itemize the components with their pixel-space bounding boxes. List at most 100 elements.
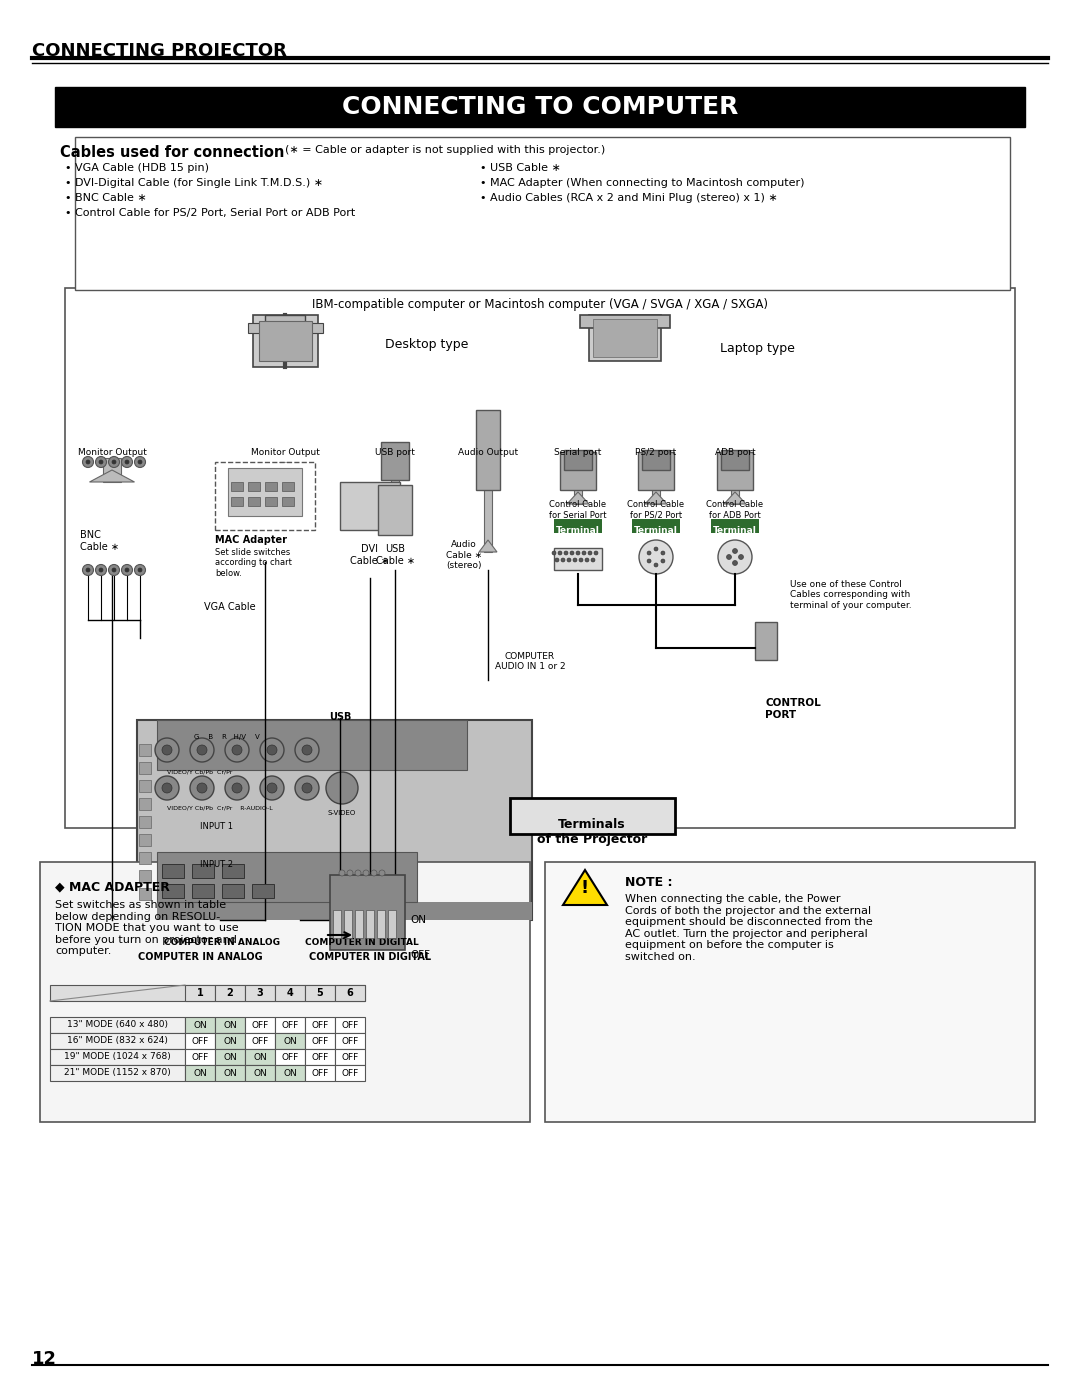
Bar [282,482,294,490]
Text: OFF: OFF [311,1020,328,1030]
Bar [545,862,1035,1122]
Circle shape [347,870,353,876]
Bar [157,719,467,770]
Text: OFF: OFF [282,1020,299,1030]
Bar [340,482,400,529]
Text: • BNC Cable ∗: • BNC Cable ∗ [65,193,147,203]
Bar [330,875,405,950]
Bar [222,884,244,898]
Circle shape [555,557,559,562]
Text: ◆ MAC ADAPTER: ◆ MAC ADAPTER [55,880,170,893]
Text: Audio Output: Audio Output [458,448,518,457]
Circle shape [135,564,146,576]
Circle shape [99,460,103,464]
Text: PS/2 port: PS/2 port [635,448,677,457]
Circle shape [156,738,179,761]
Circle shape [661,550,665,555]
Polygon shape [271,492,299,504]
Bar [253,314,318,367]
Circle shape [112,569,116,571]
Bar [305,1017,335,1032]
Polygon shape [384,520,406,532]
Text: Monitor Output: Monitor Output [251,448,320,457]
Bar [215,462,315,529]
Circle shape [82,564,94,576]
Bar [185,1065,215,1081]
Text: USB
Cable ∗: USB Cable ∗ [376,545,415,566]
Text: OFF: OFF [311,1069,328,1077]
Text: CONNECTING TO COMPUTER: CONNECTING TO COMPUTER [341,95,739,119]
Text: 16" MODE (832 x 624): 16" MODE (832 x 624) [67,1037,167,1045]
Circle shape [558,550,562,555]
Bar [245,1049,275,1065]
Circle shape [190,775,214,800]
Bar [275,985,305,1002]
Circle shape [162,782,172,793]
Bar [573,462,582,504]
Bar [245,1017,275,1032]
Text: • Audio Cables (RCA x 2 and Mini Plug (stereo) x 1) ∗: • Audio Cables (RCA x 2 and Mini Plug (s… [480,193,778,203]
Text: ADB port: ADB port [715,448,755,457]
Bar [275,1049,305,1065]
Text: Serial port: Serial port [554,448,602,457]
Bar [381,441,409,481]
Circle shape [639,541,673,574]
Bar [333,909,341,937]
Bar [561,453,596,490]
Bar [580,314,670,328]
Circle shape [260,738,284,761]
Bar [510,798,675,834]
Text: OFF: OFF [341,1020,359,1030]
Text: 5: 5 [316,988,323,997]
Circle shape [732,549,738,553]
Text: USB: USB [328,712,351,722]
Text: OFF: OFF [341,1052,359,1062]
Text: 21" MODE (1152 x 870): 21" MODE (1152 x 870) [64,1069,171,1077]
Text: OFF: OFF [191,1037,208,1045]
Text: ON: ON [193,1069,207,1077]
Bar [245,1065,275,1081]
Text: BNC
Cable ∗: BNC Cable ∗ [80,529,119,552]
Text: ON: ON [224,1020,237,1030]
Bar [755,622,777,659]
Bar [192,884,214,898]
Bar [282,497,294,506]
Text: OFF: OFF [252,1037,269,1045]
Circle shape [363,870,369,876]
Bar [231,482,243,490]
Polygon shape [90,469,135,482]
Bar [335,1032,365,1049]
Bar [305,1065,335,1081]
Bar [335,985,365,1002]
Text: CONNECTING PROJECTOR: CONNECTING PROJECTOR [32,42,287,60]
Circle shape [585,557,589,562]
Circle shape [99,569,103,571]
Text: COMPUTER IN DIGITAL: COMPUTER IN DIGITAL [309,951,431,963]
Bar [245,1032,275,1049]
Text: • MAC Adapter (When connecting to Macintosh computer): • MAC Adapter (When connecting to Macint… [480,177,805,189]
Bar [366,909,374,937]
Text: Terminals
of the Projector: Terminals of the Projector [537,819,647,847]
Bar [139,780,151,792]
Text: OFF: OFF [311,1052,328,1062]
Circle shape [138,460,141,464]
Circle shape [727,555,731,560]
Bar [280,462,291,504]
Text: Desktop type: Desktop type [384,338,469,351]
Text: ON: ON [224,1037,237,1045]
Circle shape [594,550,598,555]
Text: Control Cable
for ADB Port: Control Cable for ADB Port [706,500,764,520]
Text: ON: ON [224,1052,237,1062]
Text: MAC Adapter: MAC Adapter [215,535,287,545]
Circle shape [95,457,107,468]
Circle shape [95,564,107,576]
Circle shape [739,555,743,560]
Text: 2: 2 [227,988,233,997]
Bar [162,884,184,898]
Circle shape [86,460,90,464]
Circle shape [355,870,361,876]
Text: • DVI-Digital Cable (for Single Link T.M.D.S.) ∗: • DVI-Digital Cable (for Single Link T.M… [65,177,323,189]
Text: INPUT 1: INPUT 1 [201,821,233,831]
Text: OFF: OFF [341,1069,359,1077]
Text: COMPUTER IN ANALOG: COMPUTER IN ANALOG [137,951,262,963]
